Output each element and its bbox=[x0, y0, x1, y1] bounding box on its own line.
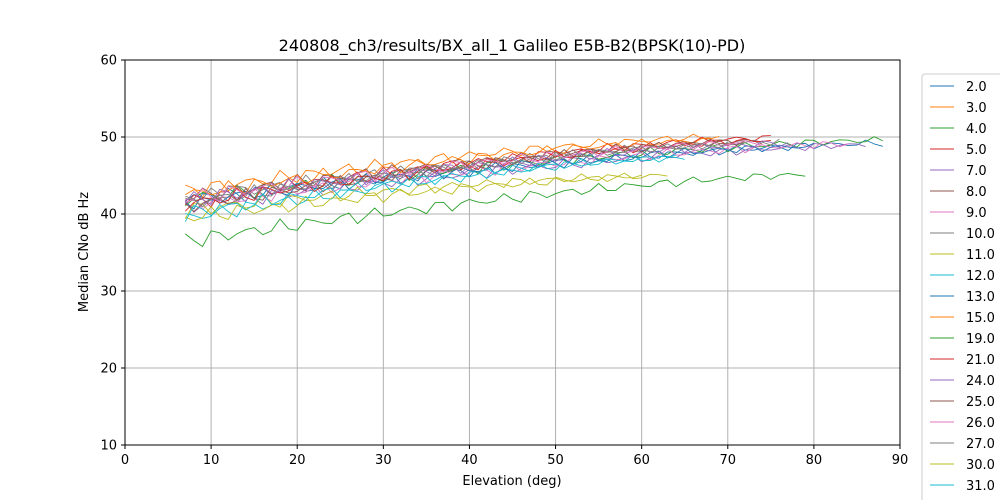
legend-label: 2.0 bbox=[966, 80, 987, 95]
series-line-10-0 bbox=[185, 138, 780, 202]
x-tick-label: 80 bbox=[806, 453, 823, 468]
series-line-25-0 bbox=[184, 139, 746, 213]
x-tick-label: 30 bbox=[375, 453, 392, 468]
y-axis-label: Median CNo dB Hz bbox=[77, 192, 92, 312]
series-line-31-0 bbox=[184, 154, 677, 222]
x-tick-label: 70 bbox=[720, 453, 737, 468]
legend-label: 4.0 bbox=[966, 122, 987, 137]
x-axis-label: Elevation (deg) bbox=[462, 474, 561, 489]
legend-label: 31.0 bbox=[966, 479, 995, 494]
chart-title: 240808_ch3/results/BX_all_1 Galileo E5B-… bbox=[279, 36, 746, 56]
legend-label: 24.0 bbox=[966, 374, 995, 389]
legend-label: 13.0 bbox=[966, 290, 995, 305]
x-tick-label: 10 bbox=[203, 453, 220, 468]
series-line-3-0 bbox=[185, 133, 720, 198]
legend-label: 8.0 bbox=[966, 185, 987, 200]
legend-label: 25.0 bbox=[966, 395, 995, 410]
x-tick-label: 60 bbox=[633, 453, 650, 468]
series-line-19-0 bbox=[185, 172, 806, 247]
legend-label: 11.0 bbox=[966, 248, 995, 263]
legend-label: 26.0 bbox=[966, 416, 995, 431]
legend-label: 30.0 bbox=[966, 458, 995, 473]
legend-label: 21.0 bbox=[966, 353, 995, 368]
y-tick-label: 30 bbox=[100, 285, 117, 300]
series-line-9-0 bbox=[185, 141, 849, 210]
legend-label: 27.0 bbox=[966, 437, 995, 452]
x-tick-label: 40 bbox=[461, 453, 478, 468]
series-line-21-0 bbox=[184, 138, 771, 212]
legend-label: 5.0 bbox=[966, 143, 987, 158]
legend-label: 10.0 bbox=[966, 227, 995, 242]
series-line-27-0 bbox=[185, 141, 729, 208]
legend-box bbox=[921, 73, 1000, 500]
x-axis: 0 10 20 30 40 50 60 70 80 90 bbox=[121, 445, 908, 468]
x-tick-label: 90 bbox=[892, 453, 909, 468]
legend-label: 7.0 bbox=[966, 164, 987, 179]
plot-frame bbox=[124, 59, 901, 446]
legend-label: 12.0 bbox=[966, 269, 995, 284]
legend-label: 3.0 bbox=[966, 101, 987, 116]
legend-label: 9.0 bbox=[966, 206, 987, 221]
y-axis: 10 20 30 40 50 60 bbox=[100, 54, 125, 454]
series-layer bbox=[184, 133, 883, 247]
x-tick-label: 0 bbox=[121, 453, 129, 468]
y-tick-label: 10 bbox=[100, 439, 117, 454]
series-line-11-0 bbox=[184, 173, 642, 220]
y-tick-label: 60 bbox=[100, 54, 117, 69]
y-tick-label: 50 bbox=[100, 131, 117, 146]
legend: 2.0 3.0 4.0 5.0 7.0 8.0 9.0 10.0 11.0 12.0 13.0 15.… bbox=[921, 73, 1000, 500]
legend-label: 19.0 bbox=[966, 332, 995, 347]
series-line-26-0 bbox=[185, 140, 763, 203]
grid bbox=[125, 60, 900, 445]
x-tick-label: 50 bbox=[547, 453, 564, 468]
y-tick-label: 20 bbox=[100, 362, 117, 377]
x-tick-label: 20 bbox=[289, 453, 306, 468]
series-line-30-0 bbox=[185, 172, 668, 222]
legend-label: 15.0 bbox=[966, 311, 995, 326]
y-tick-label: 40 bbox=[100, 208, 117, 223]
